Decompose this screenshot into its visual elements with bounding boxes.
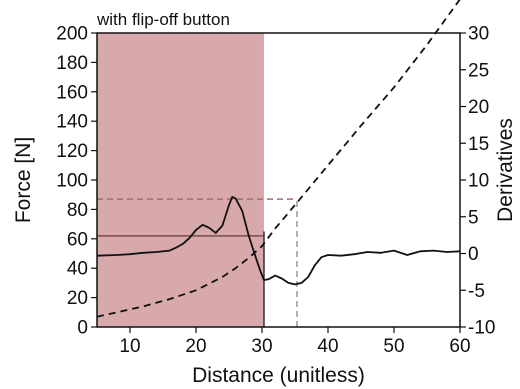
y-left-tick-label: 60 bbox=[67, 229, 88, 250]
y-left-axis-title: Force [N] bbox=[12, 137, 35, 223]
y-right-tick-label: -5 bbox=[468, 281, 485, 302]
x-tick-label: 30 bbox=[251, 336, 272, 357]
chart-title: with flip-off button bbox=[96, 10, 230, 29]
y-left-tick-label: 0 bbox=[77, 318, 88, 339]
y-right-tick-label: 15 bbox=[468, 134, 489, 155]
y-left-tick-label: 80 bbox=[67, 200, 88, 221]
y-right-tick-label: 20 bbox=[468, 97, 489, 118]
y-right-tick-label: 0 bbox=[468, 244, 479, 265]
x-tick-label: 50 bbox=[383, 336, 404, 357]
y-left-tick-label: 140 bbox=[56, 112, 88, 133]
y-right-tick-label: 5 bbox=[468, 207, 479, 228]
y-right-tick-label: -10 bbox=[468, 318, 495, 339]
y-right-tick-label: 30 bbox=[468, 24, 489, 45]
y-left-tick-label: 40 bbox=[67, 259, 88, 280]
y-left-tick-label: 20 bbox=[67, 288, 88, 309]
x-tick-label: 40 bbox=[317, 336, 338, 357]
x-tick-label: 60 bbox=[449, 336, 470, 357]
y-right-tick-label: 10 bbox=[468, 171, 489, 192]
series-line-1-solid bbox=[96, 195, 461, 286]
x-tick-label: 20 bbox=[185, 336, 206, 357]
y-right-tick-label: 25 bbox=[468, 60, 489, 81]
y-left-tick-label: 180 bbox=[56, 53, 88, 74]
axes: 10 20 30 40 50 60020406080100120140160180200-… bbox=[56, 24, 495, 358]
x-axis-title: Distance (unitless) bbox=[192, 364, 365, 387]
y-left-tick-label: 100 bbox=[56, 171, 88, 192]
y-right-axis-title: Derivatives bbox=[494, 118, 517, 222]
plot-area bbox=[96, 0, 461, 327]
y-left-tick-label: 200 bbox=[56, 24, 88, 45]
shaded-region bbox=[97, 33, 264, 327]
y-left-tick-label: 160 bbox=[56, 82, 88, 103]
series-line-2-dashed bbox=[96, 0, 461, 318]
x-tick-label: 10 bbox=[119, 336, 140, 357]
y-left-tick-label: 120 bbox=[56, 141, 88, 162]
